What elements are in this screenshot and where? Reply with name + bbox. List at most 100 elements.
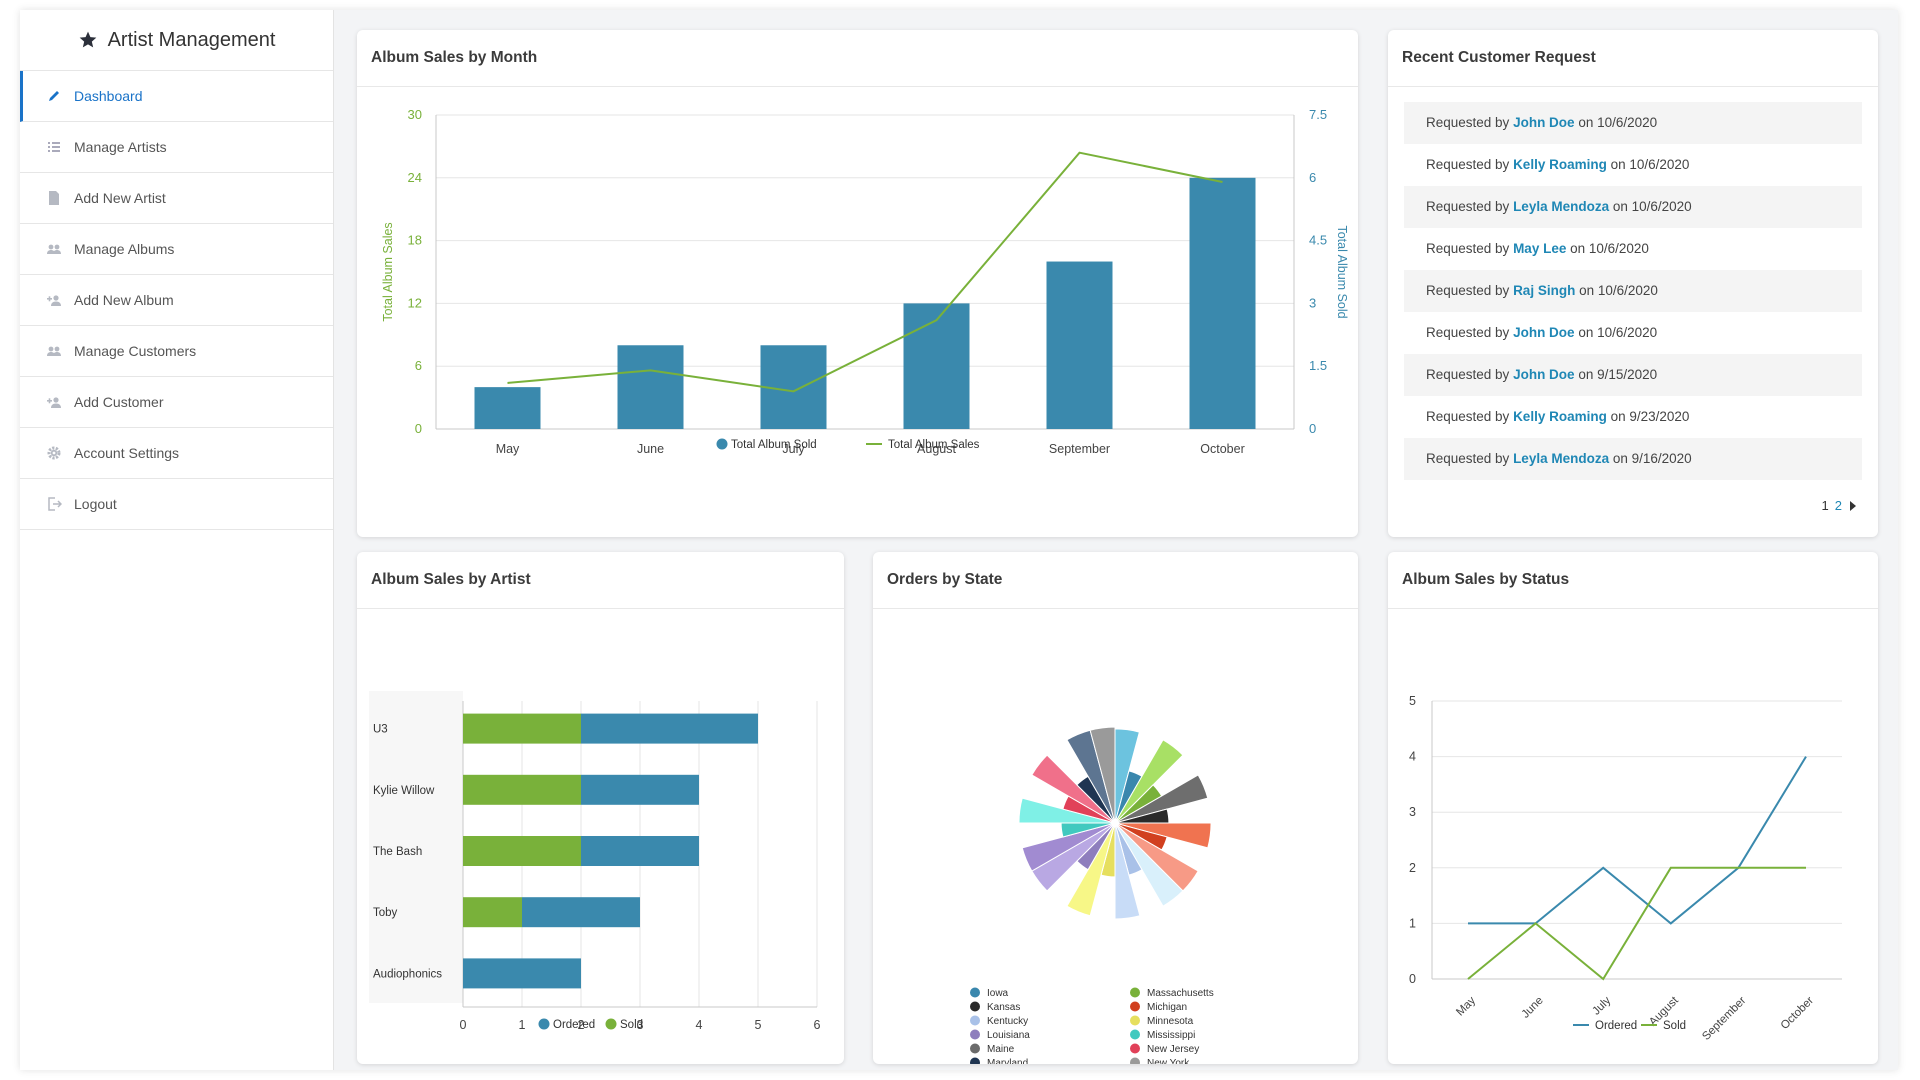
bar-ordered [581, 774, 699, 805]
bar-total-album-sold [1046, 261, 1113, 429]
customer-name-link[interactable]: John Doe [1513, 115, 1575, 130]
document-icon [46, 190, 62, 206]
x-tick-label: 3 [637, 1018, 644, 1032]
legend-label: New Jersey [1147, 1044, 1199, 1055]
pie-slice [1066, 822, 1116, 917]
category-label: Toby [373, 907, 398, 919]
request-row: Requested by Leyla Mendoza on 10/6/2020 [1404, 186, 1862, 228]
legend-label: Minnesota [1147, 1016, 1194, 1027]
y-tick-label: 12 [408, 295, 422, 310]
legend-marker [970, 1057, 980, 1068]
request-on: on [1606, 409, 1630, 424]
request-prefix: Requested by [1426, 325, 1514, 340]
legend-label: Maryland [987, 1058, 1028, 1064]
star-icon [79, 31, 96, 48]
legend-label: Mississippi [1147, 1030, 1195, 1041]
request-on: on [1574, 325, 1598, 340]
bar-ordered [522, 897, 640, 928]
request-on: on [1574, 367, 1598, 382]
sidebar-item-dashboard[interactable]: Dashboard [20, 71, 333, 122]
app-window: Artist Management Dashboard Manage Artist… [20, 10, 1898, 1070]
page-1-link[interactable]: 1 [1821, 498, 1829, 513]
legend-label: Ordered [553, 1019, 595, 1031]
card-title: Album Sales by Artist [357, 552, 844, 609]
next-page-icon[interactable] [1848, 500, 1858, 512]
x-tick-label: 4 [696, 1018, 703, 1032]
y-tick-label: 5 [1409, 694, 1416, 708]
category-label: Audiophonics [373, 968, 442, 980]
sidebar-item-account-settings[interactable]: Account Settings [20, 428, 333, 479]
request-prefix: Requested by [1426, 157, 1514, 172]
brand: Artist Management [20, 10, 333, 71]
y2-tick-label: 6 [1309, 170, 1316, 185]
x-tick-label: June [637, 442, 664, 456]
request-row: Requested by May Lee on 10/6/2020 [1404, 228, 1862, 270]
y-tick-label: 1 [1409, 916, 1416, 930]
y-tick-label: 4 [1409, 750, 1416, 764]
request-row: Requested by John Doe on 9/15/2020 [1404, 354, 1862, 396]
y-tick-label: 18 [408, 233, 422, 248]
customer-name-link[interactable]: Leyla Mendoza [1513, 199, 1610, 214]
customer-name-link[interactable]: John Doe [1513, 325, 1575, 340]
legend-label: Ordered [1595, 1020, 1637, 1032]
customer-name-link[interactable]: Leyla Mendoza [1513, 451, 1610, 466]
customer-name-link[interactable]: John Doe [1513, 367, 1575, 382]
y2-tick-label: 1.5 [1309, 358, 1327, 373]
users-icon [46, 343, 62, 359]
request-row: Requested by John Doe on 10/6/2020 [1404, 102, 1862, 144]
recent-customer-request-card: Recent Customer Request Requested by Joh… [1388, 30, 1878, 537]
y-tick-label: 0 [415, 421, 422, 436]
sidebar-item-manage-albums[interactable]: Manage Albums [20, 224, 333, 275]
y2-tick-label: 0 [1309, 421, 1316, 436]
sidebar-item-label: Add New Album [74, 292, 174, 308]
bar-sold [463, 774, 581, 805]
legend-marker [538, 1018, 550, 1030]
bar-total-album-sold [617, 345, 684, 429]
category-label: U3 [373, 724, 388, 736]
app-title: Artist Management [107, 28, 276, 51]
category-label-band [369, 691, 463, 1003]
album-sales-by-status-card: Album Sales by Status 0 1 2 3 4 5 May June July A… [1388, 552, 1878, 1064]
sidebar-item-label: Add Customer [74, 394, 164, 410]
x-tick-label: August [917, 442, 956, 456]
logout-icon [46, 496, 62, 512]
pie-slice [1089, 726, 1116, 824]
album-sales-by-month-card: Album Sales by Month 0 0 6 1.5 12 3 18 4.5 24 6 30… [357, 30, 1358, 537]
album-sales-by-month-chart: 0 0 6 1.5 12 3 18 4.5 24 6 30 7.5 May June July August S… [381, 107, 1349, 456]
sidebar-item-manage-artists[interactable]: Manage Artists [20, 122, 333, 173]
request-date: 10/6/2020 [1629, 157, 1690, 172]
y-tick-label: 24 [408, 170, 422, 185]
sidebar-item-logout[interactable]: Logout [20, 479, 333, 530]
card-title: Recent Customer Request [1388, 30, 1878, 87]
bar-sold [463, 713, 581, 744]
sidebar-item-label: Dashboard [74, 88, 143, 104]
bar-sold [463, 836, 581, 866]
sidebar-item-add-customer[interactable]: Add Customer [20, 377, 333, 428]
legend-marker [1130, 1029, 1140, 1040]
x-tick-label: 2 [578, 1018, 585, 1032]
x-tick-label: 1 [519, 1018, 526, 1032]
request-prefix: Requested by [1426, 451, 1514, 466]
users-icon [46, 241, 62, 257]
y-axis-title: Total Album Sales [381, 222, 395, 321]
customer-name-link[interactable]: Raj Singh [1513, 283, 1576, 298]
sidebar-item-label: Add New Artist [74, 190, 166, 206]
sidebar-item-add-new-album[interactable]: Add New Album [20, 275, 333, 326]
pie-slice [1021, 822, 1116, 872]
request-date: 9/23/2020 [1629, 409, 1690, 424]
x-tick-label: October [1779, 995, 1817, 1033]
sidebar-item-add-new-artist[interactable]: Add New Artist [20, 173, 333, 224]
legend-marker [970, 987, 980, 998]
y2-tick-label: 7.5 [1309, 107, 1327, 122]
bar-ordered [581, 836, 699, 866]
sidebar-item-label: Manage Customers [74, 343, 197, 359]
customer-name-link[interactable]: Kelly Roaming [1513, 409, 1607, 424]
page-2-link[interactable]: 2 [1834, 498, 1842, 513]
request-date: 9/15/2020 [1597, 367, 1658, 382]
sidebar-item-manage-customers[interactable]: Manage Customers [20, 326, 333, 377]
customer-name-link[interactable]: May Lee [1513, 241, 1567, 256]
customer-name-link[interactable]: Kelly Roaming [1513, 157, 1607, 172]
request-row: Requested by Leyla Mendoza on 9/16/2020 [1404, 438, 1862, 480]
y-tick-label: 2 [1409, 861, 1416, 875]
legend-marker [970, 1043, 980, 1054]
